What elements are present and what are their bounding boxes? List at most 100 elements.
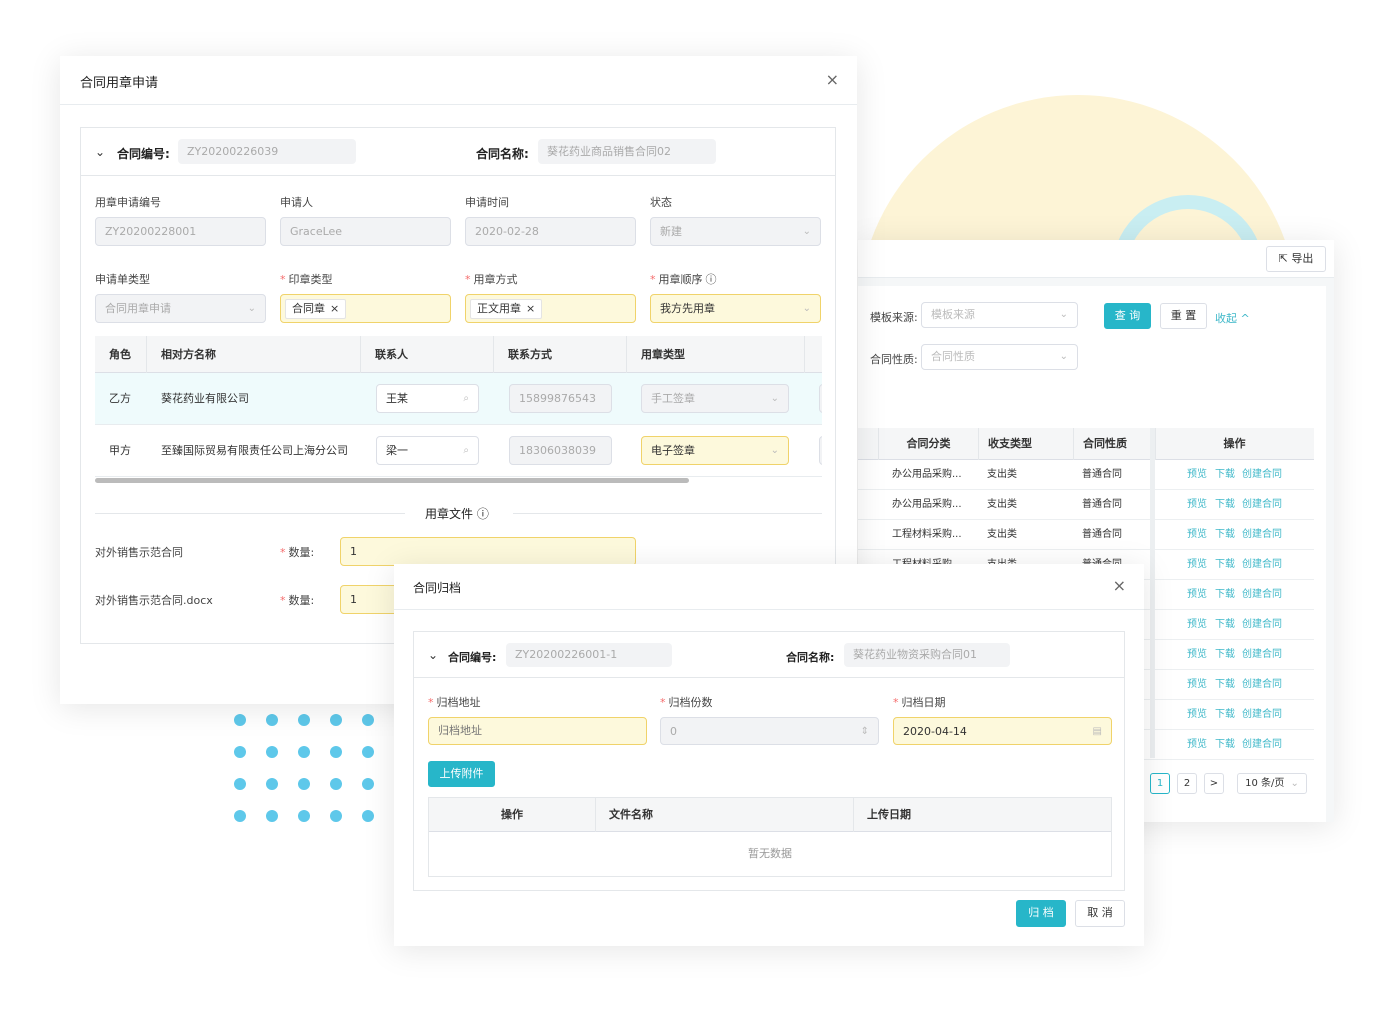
export-icon: ⇱ xyxy=(1278,252,1288,265)
action-link[interactable]: 创建合同 xyxy=(1242,649,1282,660)
archive-submit-button[interactable]: 归 档 xyxy=(1016,900,1066,927)
action-link[interactable]: 预览 xyxy=(1187,679,1207,690)
action-link[interactable]: 创建合同 xyxy=(1242,529,1282,540)
field-value: ZY20200228001 xyxy=(105,225,197,238)
column-header: 角色 xyxy=(95,336,147,373)
query-button[interactable]: 查 询 xyxy=(1104,303,1151,329)
field-label: * 印章类型 xyxy=(280,271,333,287)
table-cell: 工程材料采购... xyxy=(892,529,962,540)
field-1: ZY20200228001 xyxy=(95,217,266,246)
dot xyxy=(266,714,278,726)
field-value: 我方先用章 xyxy=(660,302,715,315)
action-link[interactable]: 预览 xyxy=(1187,619,1207,630)
attachment-table: 操作 文件名称 上传日期 暂无数据 xyxy=(428,797,1112,877)
close-icon[interactable]: × xyxy=(330,302,340,315)
selected-tag[interactable]: 正文用章 × xyxy=(470,299,543,319)
seal-type-select[interactable]: 手工签章 ⌄ xyxy=(641,384,789,413)
chevron-down-icon: ⌄ xyxy=(1059,351,1068,362)
action-link[interactable]: 下载 xyxy=(1215,529,1235,540)
action-link[interactable]: 预览 xyxy=(1187,709,1207,720)
stepper-icon: ⇕ xyxy=(860,726,869,737)
action-link[interactable]: 下载 xyxy=(1215,499,1235,510)
collapse-link[interactable]: 收起 ^ xyxy=(1215,312,1250,325)
archive-date-picker[interactable]: 2020-04-14 ▤ xyxy=(893,717,1112,745)
column-header: 合同分类 xyxy=(878,428,978,460)
field-value: 新建 xyxy=(660,225,682,238)
page-size-select[interactable]: 10 条/页 ⌄ xyxy=(1237,773,1307,794)
tag-label: 合同章 xyxy=(292,302,325,315)
chevron-down-icon[interactable]: ⌄ xyxy=(428,648,439,662)
action-link[interactable]: 创建合同 xyxy=(1242,739,1282,750)
dot xyxy=(234,810,246,822)
close-icon[interactable]: × xyxy=(1112,576,1126,595)
chevron-down-icon: ⌄ xyxy=(770,445,779,456)
action-link[interactable]: 下载 xyxy=(1215,589,1235,600)
next-page-button[interactable]: > xyxy=(1204,773,1224,794)
files-title: 用章文件 ⓘ xyxy=(425,507,489,521)
action-link[interactable]: 下载 xyxy=(1215,679,1235,690)
chevron-down-icon: ⌄ xyxy=(1290,778,1299,789)
action-link[interactable]: 下载 xyxy=(1215,619,1235,630)
action-link[interactable]: 创建合同 xyxy=(1242,499,1282,510)
reset-button[interactable]: 重 置 xyxy=(1160,303,1207,329)
horizontal-scrollbar[interactable] xyxy=(95,478,689,483)
page-1-button[interactable]: 1 xyxy=(1150,773,1170,794)
action-link[interactable]: 创建合同 xyxy=(1242,709,1282,720)
field-5[interactable]: 合同用章申请 ⌄ xyxy=(95,294,266,323)
table-cell: 普通合同 xyxy=(1082,499,1122,510)
action-link[interactable]: 下载 xyxy=(1215,709,1235,720)
action-link[interactable]: 预览 xyxy=(1187,499,1207,510)
dot xyxy=(234,746,246,758)
action-link[interactable]: 创建合同 xyxy=(1242,559,1282,570)
action-link[interactable]: 预览 xyxy=(1187,589,1207,600)
close-icon[interactable]: × xyxy=(825,70,839,89)
archive-copies-stepper[interactable]: 0 ⇕ xyxy=(660,717,879,745)
dot xyxy=(298,714,310,726)
field-value: 合同用章申请 xyxy=(105,302,171,315)
action-link[interactable]: 下载 xyxy=(1215,559,1235,570)
chevron-down-icon[interactable]: ⌄ xyxy=(95,145,106,159)
column-header: 用章类型 xyxy=(627,336,805,373)
role-cell: 甲方 xyxy=(109,444,131,457)
contract-nature-select[interactable]: 合同性质 ⌄ xyxy=(921,344,1078,370)
action-link[interactable]: 预览 xyxy=(1187,559,1207,570)
chevron-down-icon: ⌄ xyxy=(1059,309,1068,320)
close-icon[interactable]: × xyxy=(526,302,536,315)
field-6[interactable]: 合同章 × xyxy=(280,294,451,323)
template-source-select[interactable]: 模板来源 ⌄ xyxy=(921,302,1078,328)
contact-input[interactable]: 王某 ⌕ xyxy=(376,384,479,413)
seal-type-select[interactable]: 电子签章 ⌄ xyxy=(641,436,789,465)
upload-attachment-button[interactable]: 上传附件 xyxy=(428,761,495,787)
archive-address-input[interactable] xyxy=(428,717,647,745)
selected-tag[interactable]: 合同章 × xyxy=(285,299,347,319)
action-link[interactable]: 预览 xyxy=(1187,739,1207,750)
field-label: * 用章顺序 ⓘ xyxy=(650,271,717,287)
action-link[interactable]: 下载 xyxy=(1215,469,1235,480)
contract-no-field: ZY20200226001-1 xyxy=(506,643,672,667)
action-link[interactable]: 预览 xyxy=(1187,649,1207,660)
action-link[interactable]: 创建合同 xyxy=(1242,679,1282,690)
action-link[interactable]: 下载 xyxy=(1215,649,1235,660)
contract-name-field: 葵花药业商品销售合同02 xyxy=(538,139,716,164)
action-link[interactable]: 创建合同 xyxy=(1242,589,1282,600)
field-7[interactable]: 正文用章 × xyxy=(465,294,636,323)
export-button[interactable]: ⇱ 导出 xyxy=(1266,246,1326,272)
action-link[interactable]: 预览 xyxy=(1187,529,1207,540)
column-header: 收支类型 xyxy=(978,428,1073,460)
action-link[interactable]: 预览 xyxy=(1187,469,1207,480)
chevron-down-icon: ⌄ xyxy=(802,226,811,237)
contact-input[interactable]: 梁一 ⌕ xyxy=(376,436,479,465)
field-label-text: 用章申请编号 xyxy=(95,196,161,209)
action-link[interactable]: 创建合同 xyxy=(1242,619,1282,630)
phone-field: 18306038039 xyxy=(509,436,612,465)
page-2-button[interactable]: 2 xyxy=(1177,773,1197,794)
field-label-text: 用章顺序 xyxy=(658,273,703,286)
action-link[interactable]: 下载 xyxy=(1215,739,1235,750)
action-link[interactable]: 创建合同 xyxy=(1242,469,1282,480)
help-icon: ⓘ xyxy=(705,273,717,286)
qty-input[interactable]: 1 xyxy=(340,537,636,566)
empty-state: 暂无数据 xyxy=(748,847,792,860)
cancel-button[interactable]: 取 消 xyxy=(1075,900,1125,927)
field-8[interactable]: 我方先用章 ⌄ xyxy=(650,294,821,323)
dot xyxy=(330,810,342,822)
